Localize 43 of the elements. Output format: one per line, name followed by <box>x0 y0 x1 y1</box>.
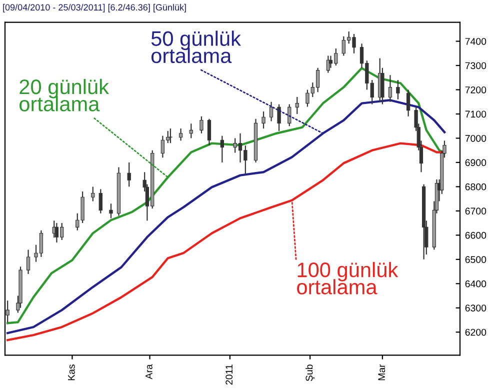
candlestick <box>277 104 281 132</box>
candlestick <box>396 79 400 100</box>
candlestick <box>6 300 10 323</box>
text: 50 günlük ortalama <box>151 30 241 64</box>
y-tick-label: 6800 <box>465 183 486 190</box>
y-tick-label: 7100 <box>465 110 486 118</box>
candlestick <box>207 118 212 146</box>
y-tick-label: 6300 <box>465 304 486 312</box>
text: 20 günlük ortalama <box>20 78 110 112</box>
candlestick <box>178 128 183 142</box>
x-tick-label: Kas <box>68 364 75 380</box>
candlestick <box>109 203 113 219</box>
candlestick <box>406 89 410 117</box>
candlestick <box>220 135 224 164</box>
candlestick <box>288 104 292 127</box>
y-tick-label: 6400 <box>465 280 486 288</box>
candlestick <box>26 249 30 275</box>
y-tick-label: 6700 <box>465 208 486 215</box>
candlestick <box>91 186 95 202</box>
candlestick <box>388 74 392 102</box>
y-tick-label: 7200 <box>465 86 486 94</box>
y-tick-label: 6900 <box>465 159 486 166</box>
y-tick-label: 6500 <box>465 256 486 264</box>
candlestick <box>200 116 204 134</box>
y-tick-label: 7300 <box>465 62 486 70</box>
text: 100 günlük ortalama <box>297 262 398 294</box>
chart-title: [09/04/2010 - 25/03/2011] [6.2/46.36] [Günlük] <box>3 4 186 12</box>
candlestick <box>168 128 172 144</box>
candlestick <box>295 96 299 115</box>
line-series <box>6 67 446 324</box>
candlestick <box>127 162 131 188</box>
candlestick <box>189 123 193 139</box>
y-tick-label: 6200 <box>465 328 486 336</box>
y-tick-label: 6600 <box>465 232 486 239</box>
y-tick-label: 7000 <box>465 134 486 142</box>
candlestick <box>269 101 274 122</box>
x-tick-label: 2011 <box>226 364 233 385</box>
candlestick <box>262 110 266 130</box>
candlestick <box>98 188 102 214</box>
x-tick-label: Ara <box>146 364 152 380</box>
x-tick-label: Mar <box>378 364 386 380</box>
x-tick-label: Şub <box>306 364 315 382</box>
y-tick-label: 7400 <box>465 38 486 45</box>
